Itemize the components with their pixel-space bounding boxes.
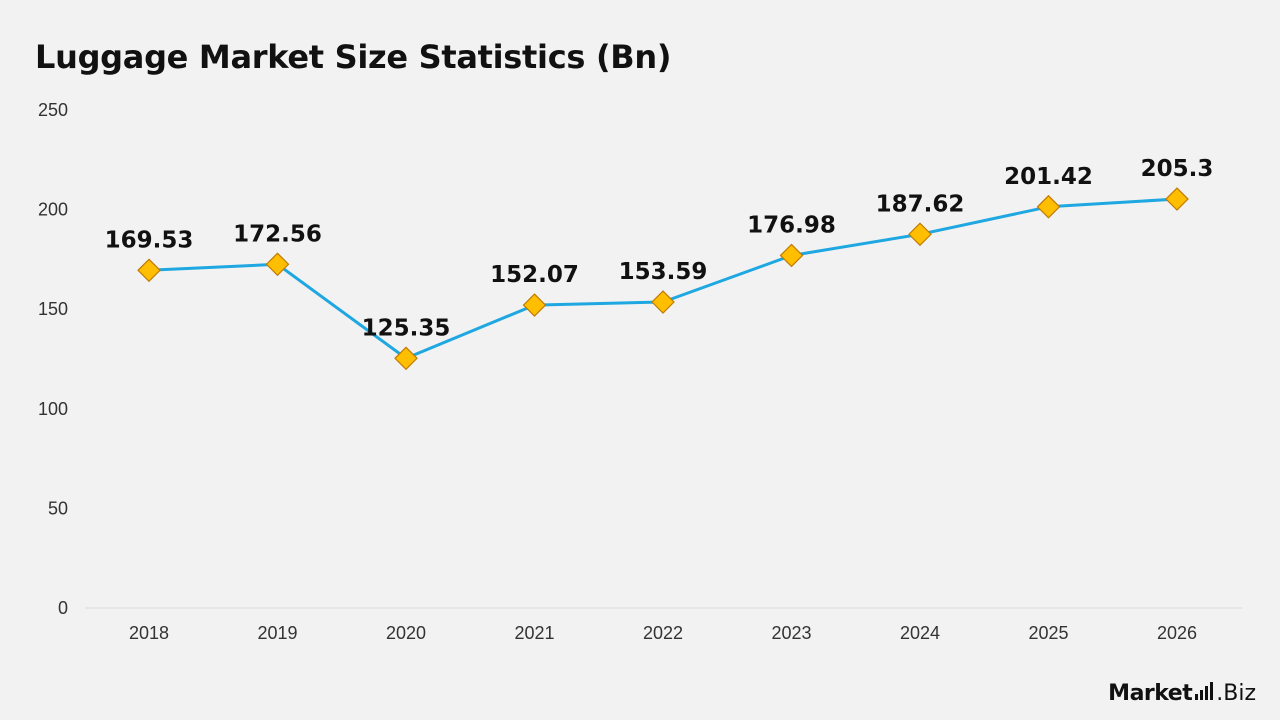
- chart-title: Luggage Market Size Statistics (Bn): [35, 38, 672, 76]
- bar-chart-icon: [1195, 682, 1214, 700]
- x-tick-label: 2026: [1157, 623, 1197, 643]
- y-tick-label: 50: [48, 498, 68, 518]
- y-tick-label: 200: [38, 200, 68, 220]
- data-label: 172.56: [233, 221, 322, 247]
- data-point: [137, 258, 161, 283]
- data-label: 201.42: [1004, 164, 1093, 190]
- data-point: [522, 293, 547, 317]
- x-tick-label: 2020: [386, 623, 426, 643]
- data-markers: [137, 187, 1189, 371]
- x-tick-label: 2024: [900, 623, 940, 643]
- y-axis-ticks: 0 50 100 150 200 250: [38, 100, 68, 618]
- x-tick-label: 2025: [1028, 623, 1068, 643]
- y-tick-label: 100: [38, 399, 68, 419]
- data-point: [1036, 194, 1061, 219]
- x-tick-label: 2023: [771, 623, 811, 643]
- x-axis-ticks: 2018 2019 2020 2021 2022 2023 2024 2025 2026: [129, 623, 1197, 643]
- x-tick-label: 2022: [643, 623, 683, 643]
- data-label: 187.62: [876, 191, 965, 217]
- data-point: [394, 346, 418, 371]
- y-tick-label: 0: [58, 598, 68, 618]
- brand-logo: Market .Biz: [1108, 681, 1256, 706]
- data-point: [651, 290, 675, 314]
- data-label: 176.98: [747, 212, 836, 238]
- brand-name: Market: [1108, 681, 1193, 706]
- data-label: 205.3: [1141, 156, 1214, 182]
- y-tick-label: 250: [38, 100, 68, 120]
- x-tick-label: 2021: [514, 623, 554, 643]
- data-label: 153.59: [619, 259, 708, 285]
- data-point: [1165, 187, 1189, 211]
- data-label: 152.07: [490, 262, 579, 288]
- data-labels: 169.53 172.56 125.35 152.07 153.59 176.98 187.…: [105, 156, 1214, 341]
- data-point: [908, 222, 932, 247]
- x-tick-label: 2018: [129, 623, 169, 643]
- x-tick-label: 2019: [257, 623, 297, 643]
- y-tick-label: 150: [38, 299, 68, 319]
- data-label: 125.35: [362, 315, 451, 341]
- data-label: 169.53: [105, 227, 194, 253]
- data-point: [779, 243, 804, 268]
- brand-suffix: .Biz: [1216, 681, 1256, 706]
- data-point: [265, 252, 290, 277]
